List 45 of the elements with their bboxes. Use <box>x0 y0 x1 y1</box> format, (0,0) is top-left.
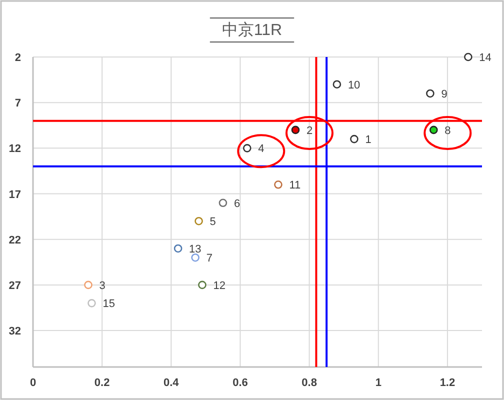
y-tick-label: 22 <box>8 234 21 246</box>
point <box>191 253 200 262</box>
annotation: 11 <box>289 180 301 192</box>
annotation: 3 <box>99 280 106 292</box>
y-tick-label: 2 <box>14 52 21 64</box>
annotation: 10 <box>348 79 360 92</box>
point <box>88 299 96 308</box>
annotation: 5 <box>210 216 216 228</box>
y-tick-label: 17 <box>8 188 21 201</box>
point <box>350 134 358 144</box>
annotation: 8 <box>444 124 451 137</box>
annotation: 4 <box>258 143 264 156</box>
point <box>242 144 252 152</box>
point <box>429 126 438 134</box>
y-tick-label: 32 <box>8 326 21 338</box>
point <box>332 80 342 89</box>
x-tick-label: 0.2 <box>94 377 110 389</box>
annotation: 14 <box>479 52 492 64</box>
point <box>291 126 300 134</box>
annotation: 12 <box>213 280 226 292</box>
chart-title: 中京11R <box>222 21 282 39</box>
annotation: 15 <box>102 298 115 310</box>
annotation: 13 <box>189 243 202 256</box>
point <box>194 216 203 226</box>
annotation: 6 <box>234 198 240 210</box>
point <box>174 244 182 253</box>
annotation: 1 <box>365 134 372 146</box>
y-tick-label: 27 <box>8 280 21 292</box>
point <box>84 280 92 290</box>
x-tick-label: 0 <box>30 377 36 389</box>
point <box>274 180 282 189</box>
x-tick-label: 1.2 <box>440 377 456 389</box>
y-tick-label: 12 <box>8 143 21 156</box>
point <box>464 52 472 62</box>
x-tick-label: 0.6 <box>232 377 248 389</box>
x-tick-label: 0.8 <box>302 377 317 389</box>
y-tick-label: 7 <box>14 98 21 110</box>
point <box>218 198 228 208</box>
point <box>198 280 206 290</box>
annotation: 2 <box>306 124 313 137</box>
annotation: 7 <box>206 252 212 265</box>
x-tick-label: 0.4 <box>164 377 180 389</box>
point <box>426 89 434 98</box>
x-tick-label: 1 <box>375 377 382 389</box>
annotation: 9 <box>441 88 448 100</box>
